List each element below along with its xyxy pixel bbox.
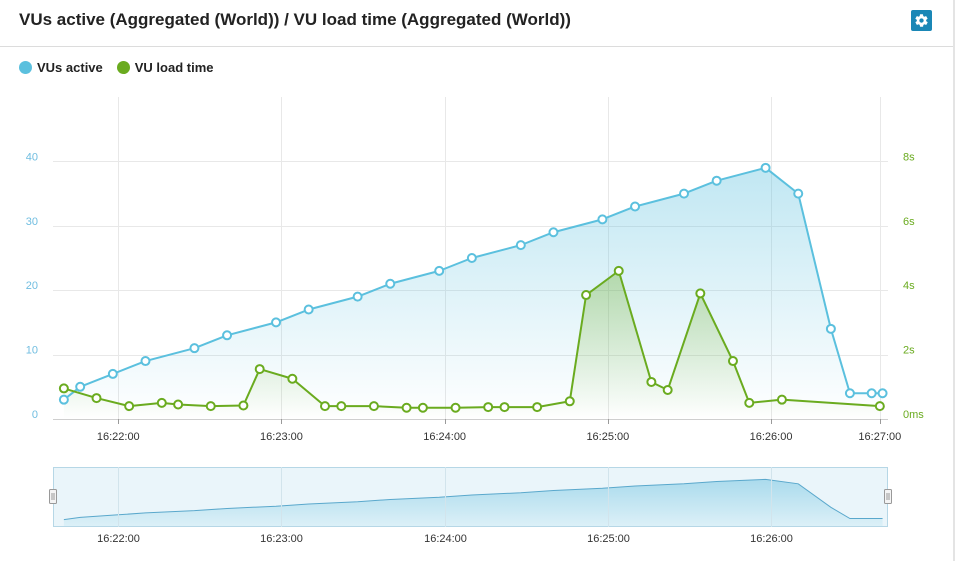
legend-marker-vus-active [19,61,32,74]
y-right-tick-label: 6s [903,216,915,228]
data-point-vu-load-time[interactable] [91,393,102,404]
y-left-tick-label: 0 [32,409,38,421]
y-right-tick-label: 2s [903,345,915,357]
chart-legend: VUs active VU load time [19,60,228,75]
legend-label-vu-load-time: VU load time [134,60,214,75]
data-point-vu-load-time[interactable] [727,356,738,367]
chart-title: VUs active (Aggregated (World)) / VU loa… [19,10,571,29]
data-point-vu-load-time[interactable] [58,383,69,394]
data-point-vu-load-time[interactable] [646,376,657,387]
navigator-area [63,479,883,526]
data-point-vu-load-time[interactable] [874,401,885,412]
data-point-vus-active[interactable] [75,381,86,392]
data-point-vus-active[interactable] [352,291,363,302]
data-point-vus-active[interactable] [515,240,526,251]
legend-marker-vu-load-time [116,61,130,74]
x-tick-label: 16:23:00 [260,431,303,443]
data-point-vu-load-time[interactable] [287,373,298,384]
data-point-vus-active[interactable] [877,388,888,399]
data-point-vu-load-time[interactable] [238,400,249,411]
data-point-vu-load-time[interactable] [401,402,412,413]
navigator-handle-right[interactable] [884,489,892,504]
navigator-handle-left[interactable] [49,489,57,504]
handle-body [884,489,892,504]
data-point-vu-load-time[interactable] [662,385,673,396]
data-point-vus-active[interactable] [679,188,690,199]
y-left-tick-label: 40 [26,151,38,163]
data-point-vu-load-time[interactable] [124,401,135,412]
y-left-tick-label: 20 [26,280,38,292]
series-line-vus-active [63,166,883,401]
data-point-vus-active[interactable] [844,388,855,399]
navigator-tick-label: 16:25:00 [587,533,630,545]
data-point-vus-active[interactable] [434,265,445,276]
data-point-vus-active[interactable] [385,278,396,289]
data-point-vus-active[interactable] [630,201,641,212]
data-point-vus-active[interactable] [271,317,282,328]
y-right-tick-label: 8s [903,151,915,163]
panel-edge [953,0,955,561]
data-point-vu-load-time[interactable] [483,402,494,413]
data-point-vu-load-time[interactable] [417,402,428,413]
data-point-vus-active[interactable] [58,394,69,405]
data-point-vu-load-time[interactable] [499,402,510,413]
data-point-vus-active[interactable] [466,253,477,263]
y-left-tick-label: 10 [26,345,38,357]
legend-label-vus-active: VUs active [37,60,103,75]
handle-body [49,489,57,504]
chart-header: VUs active (Aggregated (World)) / VU loa… [0,0,953,47]
data-point-vus-active[interactable] [222,330,233,341]
data-point-vus-active[interactable] [189,343,200,354]
data-point-vu-load-time[interactable] [744,397,755,408]
data-point-vus-active[interactable] [793,188,804,199]
data-point-vus-active[interactable] [107,368,118,379]
x-tick-label: 16:27:00 [858,431,901,443]
data-point-vu-load-time[interactable] [613,265,624,276]
data-point-vu-load-time[interactable] [450,402,461,413]
y-right-tick-label: 0ms [903,409,924,421]
data-point-vu-load-time[interactable] [368,401,379,412]
x-tick-label: 16:26:00 [750,431,793,443]
data-point-vu-load-time[interactable] [173,399,184,410]
data-point-vu-load-time[interactable] [336,401,347,412]
series-area-vus-active [63,167,883,419]
data-point-vu-load-time[interactable] [581,290,592,301]
data-point-vu-load-time[interactable] [205,401,216,412]
data-point-vus-active[interactable] [866,388,877,399]
y-left-tick-label: 30 [26,216,38,228]
x-tick-label: 16:22:00 [97,431,140,443]
navigator-tick-label: 16:23:00 [260,533,303,545]
data-point-vu-load-time[interactable] [776,394,787,405]
navigator-tick-label: 16:22:00 [97,533,140,545]
series-line-vu-load-time [63,269,880,409]
legend-item-vu-load-time[interactable]: VU load time [116,60,214,75]
data-point-vus-active[interactable] [140,356,151,367]
navigator-line [63,478,883,521]
data-point-vu-load-time[interactable] [156,397,167,408]
legend-item-vus-active[interactable]: VUs active [19,60,103,75]
data-point-vu-load-time[interactable] [695,288,706,299]
data-point-vus-active[interactable] [711,175,722,186]
x-tick-label: 16:25:00 [586,431,629,443]
series-area-vu-load-time [63,270,880,419]
navigator-tick-label: 16:26:00 [750,533,793,545]
data-point-vus-active[interactable] [303,304,314,315]
data-point-vus-active[interactable] [825,323,836,334]
data-point-vu-load-time[interactable] [532,402,543,413]
navigator-tick-label: 16:24:00 [424,533,467,545]
data-point-vu-load-time[interactable] [254,364,265,375]
gear-icon [915,14,928,27]
data-point-vus-active[interactable] [548,227,559,238]
settings-button[interactable] [911,10,932,31]
x-tick-label: 16:24:00 [423,431,466,443]
data-point-vus-active[interactable] [760,162,771,173]
data-point-vus-active[interactable] [597,214,608,225]
data-point-vu-load-time[interactable] [319,401,330,412]
y-right-tick-label: 4s [903,280,915,292]
data-point-vu-load-time[interactable] [564,396,575,407]
